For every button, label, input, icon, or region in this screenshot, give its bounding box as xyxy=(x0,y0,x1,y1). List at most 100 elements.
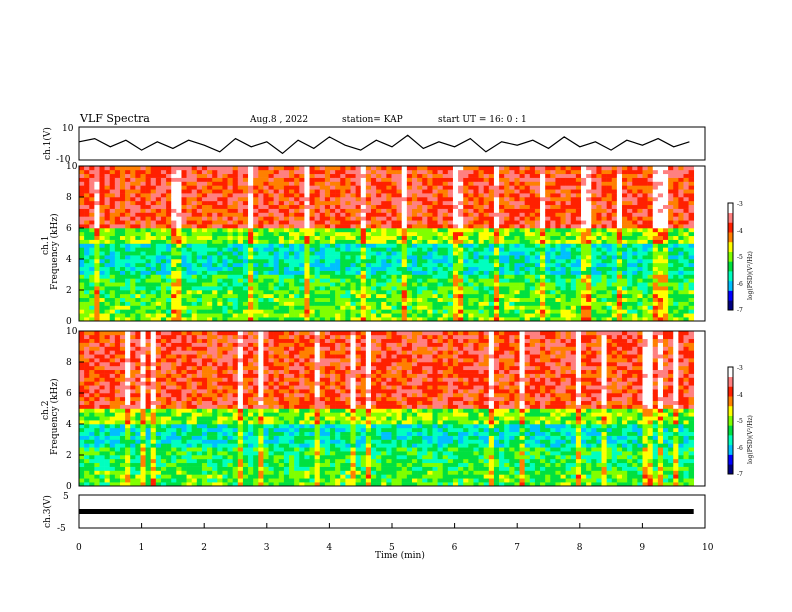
ch1-spectrogram-cell xyxy=(683,224,689,229)
ch1-spectrogram-cell xyxy=(324,301,331,306)
ch1-spectrogram-cell xyxy=(458,301,464,306)
ch1-spectrogram-cell xyxy=(355,228,362,233)
ch1-spectrogram-cell xyxy=(606,235,613,240)
ch1-spectrogram-cell xyxy=(166,197,172,202)
ch1-spectrogram-cell xyxy=(688,193,695,198)
ch1-spectrogram-cell xyxy=(212,197,218,202)
ch1-spectrogram-cell xyxy=(371,239,377,244)
ch1-spectrogram-cell xyxy=(365,290,372,295)
ch2-spectrogram-cell xyxy=(84,381,90,386)
ch1-spectrogram-cell xyxy=(524,251,531,256)
ch1-spectrogram-cell xyxy=(483,274,490,279)
ch1-spectrogram-cell xyxy=(622,216,628,221)
ch1-spectrogram-cell xyxy=(227,231,233,237)
ch1-spectrogram-cell xyxy=(622,313,628,318)
ch1-spectrogram-cell xyxy=(330,235,336,240)
ch1-spectrogram-cell xyxy=(99,286,105,291)
ch1-spectrogram-cell xyxy=(637,251,643,256)
ch1-spectrogram-cell xyxy=(534,301,541,306)
ch1-spectrogram-cell xyxy=(581,204,587,209)
ch1-spectrogram-cell xyxy=(304,317,310,322)
ch1-spectrogram-cell xyxy=(360,235,367,240)
ch1-spectrogram-cell xyxy=(647,235,654,240)
ch1-spectrogram-cell xyxy=(212,189,218,194)
ch1-spectrogram-cell xyxy=(396,309,403,314)
ch1-spectrogram-cell xyxy=(555,293,561,299)
ch1-spectrogram-cell xyxy=(519,301,525,306)
ch1-spectrogram-cell xyxy=(514,204,520,209)
ch1-spectrogram-cell xyxy=(417,317,423,322)
ch1-spectrogram-cell xyxy=(504,266,510,271)
ch1-spectrogram-cell xyxy=(657,239,664,244)
ch1-spectrogram-cell xyxy=(591,169,597,175)
ch1-spectrogram-cell xyxy=(647,309,654,314)
ch1-spectrogram-cell xyxy=(668,274,674,279)
ch1-spectrogram-cell xyxy=(335,177,341,182)
ch1-spectrogram-cell xyxy=(130,185,136,190)
ch1-spectrogram-cell xyxy=(84,173,90,178)
ch1-spectrogram-cell xyxy=(657,169,664,175)
ch1-spectrogram-cell xyxy=(145,185,152,190)
ch1-spectrogram-cell xyxy=(181,278,187,283)
ch1-spectrogram-cell xyxy=(365,301,372,306)
ch1-spectrogram-cell xyxy=(324,197,331,202)
ch1-spectrogram-cell xyxy=(550,313,556,318)
ch1-spectrogram-cell xyxy=(365,317,372,322)
ch1-spectrogram-cell xyxy=(340,197,346,202)
ch2-spectrogram-cell xyxy=(89,435,95,440)
ch1-spectrogram-cell xyxy=(606,200,613,206)
ch1-spectrogram-cell xyxy=(632,301,638,306)
ch1-spectrogram-cell xyxy=(376,231,382,237)
ch1-spectrogram-cell xyxy=(171,293,177,299)
ch1-spectrogram-cell xyxy=(540,185,546,190)
ch1-spectrogram-cell xyxy=(642,313,648,318)
ch1-spectrogram-cell xyxy=(555,177,561,182)
ch1-spectrogram-cell xyxy=(248,235,254,240)
ch1-spectrogram-cell xyxy=(376,235,382,240)
ch1-spectrogram-cell xyxy=(652,259,659,264)
ch1-spectrogram-cell xyxy=(309,251,315,256)
ch1-spectrogram-cell xyxy=(458,197,464,202)
ch1-spectrogram-cell xyxy=(468,208,474,213)
ch1-spectrogram-cell xyxy=(360,309,367,314)
ch1-spectrogram-cell xyxy=(119,239,126,244)
ch1-spectrogram-cell xyxy=(278,247,285,252)
ch1-spectrogram-cell xyxy=(212,208,218,213)
ch1-spectrogram-cell xyxy=(555,169,561,175)
ch1-spectrogram-cell xyxy=(217,274,223,279)
ch1-spectrogram-cell xyxy=(150,274,157,279)
ch1-spectrogram-cell xyxy=(84,259,90,264)
ch1-spectrogram-cell xyxy=(524,166,531,171)
ch1-spectrogram-cell xyxy=(268,166,274,171)
ch1-spectrogram-cell xyxy=(540,247,546,252)
ch1-spectrogram-cell xyxy=(524,305,531,310)
ch1-spectrogram-cell xyxy=(114,212,121,217)
ch1-spectrogram-cell xyxy=(652,251,659,256)
ch1-spectrogram-cell xyxy=(657,309,664,314)
ch1-spectrogram-cell xyxy=(278,266,285,271)
ch1-spectrogram-cell xyxy=(217,197,223,202)
ch1-spectrogram-cell xyxy=(289,274,295,279)
ch1-spectrogram-cell xyxy=(632,255,638,260)
ch1-spectrogram-cell xyxy=(125,317,131,322)
ch1-spectrogram-cell xyxy=(663,216,669,221)
ch1-spectrogram-cell xyxy=(427,297,433,302)
ch1-spectrogram-cell xyxy=(119,173,126,178)
ch1-spectrogram-cell xyxy=(663,317,669,322)
ch1-spectrogram-cell xyxy=(473,197,479,202)
ch1-spectrogram-cell xyxy=(504,224,510,229)
ch1-spectrogram-cell xyxy=(437,317,444,322)
ch1-spectrogram-cell xyxy=(447,204,454,209)
ch1-spectrogram-cell xyxy=(637,255,643,260)
ch1-spectrogram-cell xyxy=(688,189,695,194)
ch1-spectrogram-cell xyxy=(447,173,454,178)
ch1-spectrogram-cell xyxy=(442,290,449,295)
ch2-spectrogram-cell xyxy=(79,393,85,398)
ch1-spectrogram-cell xyxy=(591,173,597,178)
ch1-spectrogram-cell xyxy=(232,317,239,322)
ch1-spectrogram-cell xyxy=(673,251,679,256)
ch1-spectrogram-cell xyxy=(355,282,362,287)
ch2-spectrogram-cell xyxy=(94,466,100,471)
ch1-spectrogram-cell xyxy=(345,208,351,213)
ch1-spectrogram-cell xyxy=(555,235,561,240)
